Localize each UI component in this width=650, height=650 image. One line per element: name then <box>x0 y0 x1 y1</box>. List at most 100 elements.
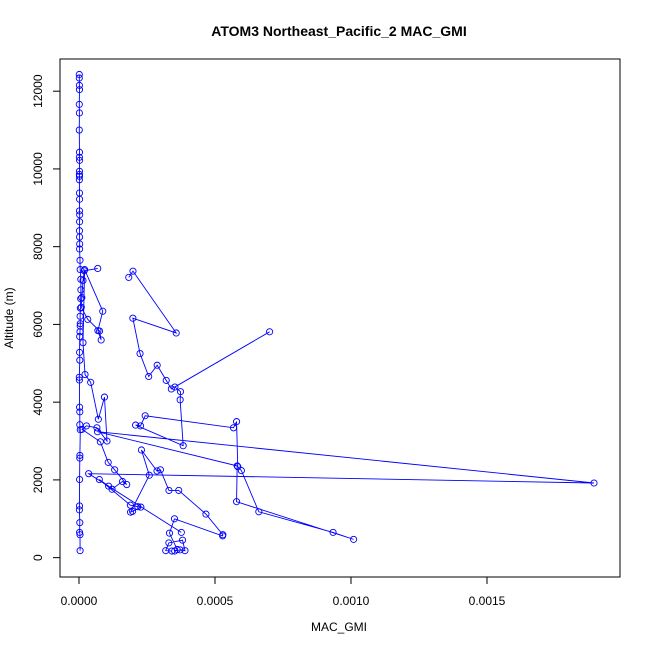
data-point <box>329 528 337 536</box>
data-point <box>75 506 83 514</box>
data-point <box>118 477 127 486</box>
data-point <box>99 307 107 315</box>
data-point <box>237 467 245 475</box>
data-point <box>137 503 145 511</box>
data-point <box>75 170 83 178</box>
data-point <box>170 515 179 523</box>
y-axis: 0 2000 4000 6000 8000 10000 12000 <box>31 74 61 561</box>
data-point <box>75 100 83 108</box>
data-point <box>105 482 113 490</box>
data-point <box>129 267 137 275</box>
data-point <box>104 458 112 466</box>
data-point <box>229 424 238 432</box>
y-axis-label: Altitude (m) <box>2 287 16 348</box>
data-point <box>76 451 84 459</box>
data-point <box>96 438 104 446</box>
data-point <box>111 466 119 474</box>
x-axis-label: MAC_GMI <box>311 620 367 634</box>
data-point <box>76 547 84 555</box>
data-point <box>76 256 84 264</box>
data-point <box>75 207 84 215</box>
y-tick-label: 10000 <box>31 152 45 186</box>
data-point <box>181 547 189 555</box>
data-point <box>132 421 140 429</box>
data-point <box>178 536 187 544</box>
data-point <box>76 245 84 253</box>
data-point <box>75 373 83 381</box>
data-point <box>76 328 84 336</box>
data-point <box>77 303 85 311</box>
data-point <box>78 294 86 302</box>
data-point <box>84 315 92 323</box>
data-point <box>75 176 83 184</box>
data-point <box>136 422 145 430</box>
data-point <box>75 126 83 134</box>
data-point <box>75 74 83 82</box>
data-point <box>75 148 84 156</box>
data-point <box>75 376 83 384</box>
data-point <box>75 81 83 89</box>
data-point <box>75 502 84 510</box>
data-point <box>76 233 84 241</box>
data-point <box>165 539 173 547</box>
data-point <box>141 412 149 420</box>
data-point <box>165 529 174 537</box>
y-tick-label: 4000 <box>31 388 45 415</box>
data-point <box>171 383 179 391</box>
data-point <box>76 240 84 248</box>
data-point <box>145 471 153 479</box>
data-point <box>136 350 144 358</box>
data-point <box>266 328 274 336</box>
data-point <box>76 421 84 429</box>
data-point <box>162 376 170 384</box>
data-point <box>76 332 84 341</box>
data-point <box>75 86 84 94</box>
data-point <box>79 276 87 285</box>
y-tick-label: 0 <box>31 554 45 561</box>
y-tick-label: 6000 <box>31 311 45 338</box>
data-point <box>156 466 164 474</box>
data-point <box>233 462 241 470</box>
data-point <box>87 378 95 386</box>
series-layer <box>75 70 598 555</box>
data-point <box>127 508 135 516</box>
data-point <box>85 470 93 478</box>
data-point <box>167 385 175 393</box>
data-point <box>76 195 84 203</box>
data-point <box>219 532 227 540</box>
series-line <box>87 270 595 540</box>
data-point <box>172 329 180 337</box>
data-point <box>76 266 84 274</box>
data-point <box>93 424 101 432</box>
data-point <box>234 463 242 471</box>
data-point <box>93 428 102 436</box>
data-point <box>171 547 179 555</box>
data-point <box>76 156 84 164</box>
data-point <box>177 528 185 536</box>
data-point <box>79 339 87 347</box>
data-point <box>76 531 84 539</box>
x-tick-label: 0.0010 <box>333 594 370 608</box>
data-point <box>134 503 142 511</box>
data-point <box>176 546 184 554</box>
data-point <box>75 167 84 175</box>
x-tick-label: 0.0015 <box>469 594 506 608</box>
data-point <box>145 372 153 381</box>
data-point <box>82 422 90 430</box>
data-point <box>81 266 89 274</box>
data-point <box>77 286 85 294</box>
data-point <box>76 454 84 462</box>
data-point <box>75 109 83 117</box>
data-point <box>75 70 83 79</box>
data-point <box>76 356 84 364</box>
data-point <box>78 425 86 433</box>
data-point <box>77 295 85 303</box>
data-point <box>137 446 145 454</box>
series-line <box>78 74 82 551</box>
data-point <box>100 393 109 401</box>
data-point <box>94 415 102 423</box>
data-point <box>233 418 241 426</box>
data-point <box>76 519 84 527</box>
data-point <box>76 218 84 226</box>
